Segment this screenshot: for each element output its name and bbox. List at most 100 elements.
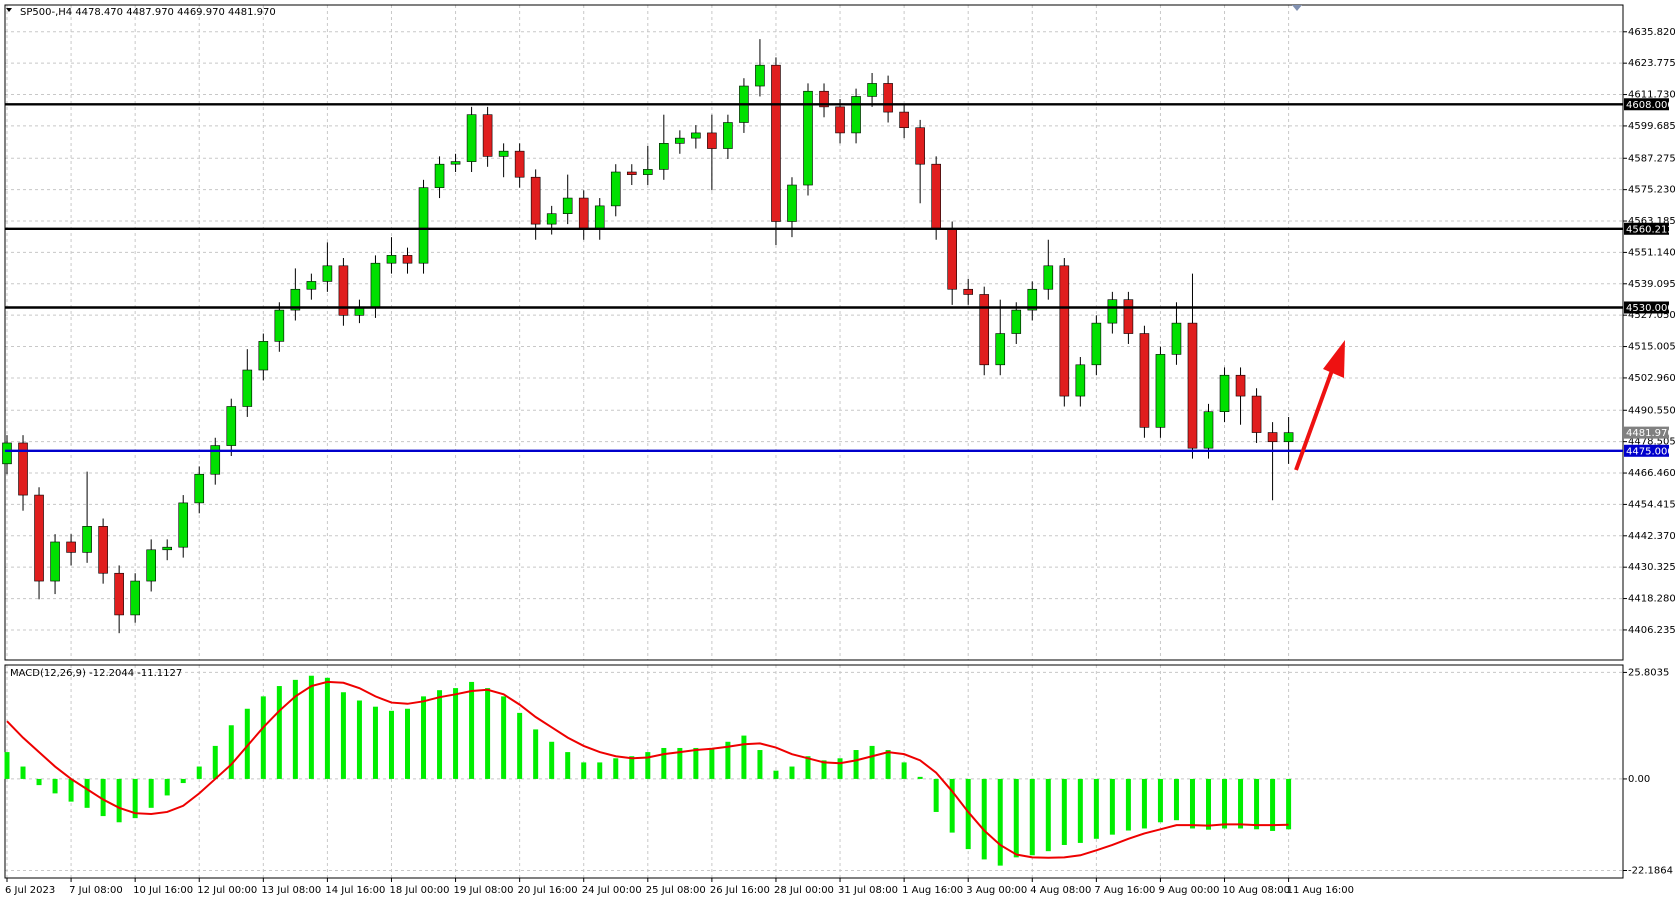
candle-body bbox=[915, 127, 925, 165]
candle-body bbox=[50, 541, 60, 582]
histogram-bar bbox=[1109, 778, 1115, 835]
candle-body bbox=[18, 442, 28, 496]
candle-body bbox=[274, 309, 285, 342]
candle-body bbox=[530, 176, 541, 225]
histogram-bar bbox=[244, 708, 250, 779]
histogram-bar bbox=[340, 692, 346, 779]
macd-title: MACD(12,26,9) -12.2044 -11.1127 bbox=[10, 668, 182, 679]
histogram-bar bbox=[116, 778, 122, 823]
x-tick-label: 28 Jul 00:00 bbox=[774, 885, 834, 896]
x-tick-label: 31 Jul 08:00 bbox=[838, 885, 898, 896]
y-tick-label: 4551.140 bbox=[1628, 247, 1675, 258]
histogram-bar bbox=[1222, 778, 1228, 829]
histogram-bar bbox=[821, 760, 827, 779]
y-tick-label: 4442.370 bbox=[1628, 531, 1675, 542]
histogram-bar bbox=[437, 690, 443, 779]
histogram-bar bbox=[1270, 778, 1276, 831]
y-tick-label: 4466.460 bbox=[1628, 468, 1675, 479]
candle-body bbox=[290, 288, 301, 311]
arrow-head bbox=[1323, 340, 1345, 378]
candle-body bbox=[130, 580, 140, 616]
x-tick-label: 20 Jul 16:00 bbox=[518, 885, 578, 896]
histogram-bar bbox=[885, 750, 891, 779]
level-tag bbox=[1624, 301, 1669, 314]
candle-body bbox=[306, 281, 317, 290]
candle-body bbox=[819, 90, 829, 108]
candle-body bbox=[418, 187, 429, 264]
histogram-bar bbox=[20, 766, 26, 779]
x-tick-label: 1 Aug 16:00 bbox=[902, 885, 963, 896]
signal-line bbox=[6, 680, 1289, 859]
histogram-bar bbox=[629, 756, 635, 779]
candle-body bbox=[386, 255, 397, 264]
y-tick-label: 4478.505 bbox=[1628, 437, 1675, 448]
candle-body bbox=[578, 197, 589, 230]
histogram-bar bbox=[1141, 778, 1147, 829]
candle-body bbox=[194, 473, 205, 504]
histogram-bar bbox=[917, 776, 923, 779]
histogram-bar bbox=[324, 677, 330, 779]
x-tick-label: 10 Jul 16:00 bbox=[133, 885, 193, 896]
histogram-bar bbox=[725, 741, 731, 779]
y-tick-label: 4527.050 bbox=[1628, 310, 1675, 321]
histogram-bar bbox=[292, 679, 298, 779]
histogram-bar bbox=[1029, 778, 1035, 856]
candle-body bbox=[931, 163, 941, 230]
level-label: 4475.000 bbox=[1626, 446, 1674, 457]
histogram-bar bbox=[597, 762, 603, 779]
menu-arrow bbox=[6, 8, 12, 12]
candle-body bbox=[1283, 432, 1294, 443]
histogram-bar bbox=[1093, 778, 1099, 839]
x-tick-label: 6 Jul 2023 bbox=[5, 885, 55, 896]
candle-body bbox=[450, 161, 461, 165]
y-tick-label: 4515.005 bbox=[1628, 342, 1675, 353]
candle-body bbox=[963, 288, 974, 295]
y-tick-label: 0.00 bbox=[1628, 774, 1650, 785]
histogram-bar bbox=[789, 766, 795, 779]
y-tick-label: 4490.550 bbox=[1628, 405, 1675, 416]
y-tick-label: 4587.275 bbox=[1628, 153, 1675, 164]
histogram-bar bbox=[1238, 778, 1244, 829]
candle-body bbox=[514, 150, 525, 178]
candle-body bbox=[114, 572, 124, 616]
histogram-bar bbox=[565, 752, 571, 779]
y-tick-label: 4454.415 bbox=[1628, 499, 1675, 510]
x-tick-label: 12 Jul 00:00 bbox=[197, 885, 257, 896]
chart-title: SP500-,H4 4478.470 4487.970 4469.970 448… bbox=[20, 7, 276, 18]
candle-body bbox=[723, 122, 733, 149]
histogram-bar bbox=[1286, 778, 1292, 830]
y-tick-label: 4575.230 bbox=[1628, 185, 1675, 196]
histogram-bar bbox=[276, 686, 282, 779]
candle-body bbox=[82, 526, 92, 553]
histogram-bar bbox=[581, 762, 587, 779]
candle-body bbox=[66, 541, 76, 553]
candle-body bbox=[1219, 374, 1230, 413]
histogram-bar bbox=[677, 747, 683, 779]
candle-body bbox=[178, 502, 189, 548]
x-tick-label: 24 Jul 00:00 bbox=[582, 885, 642, 896]
y-tick-label: 4563.185 bbox=[1628, 216, 1675, 227]
x-tick-label: 11 Aug 16:00 bbox=[1287, 885, 1354, 896]
candle-body bbox=[1203, 411, 1214, 449]
histogram-bar bbox=[308, 675, 314, 779]
histogram-bar bbox=[453, 688, 459, 779]
x-tick-label: 26 Jul 16:00 bbox=[710, 885, 770, 896]
grid-layer bbox=[5, 5, 1623, 878]
candle-body bbox=[34, 494, 44, 582]
histogram-bar bbox=[965, 778, 971, 850]
histogram-bar bbox=[933, 778, 939, 812]
histogram-bar bbox=[709, 747, 715, 779]
y-tick-label: 25.8035 bbox=[1628, 667, 1669, 678]
candle-body bbox=[1139, 333, 1150, 428]
level-label: 4608.000 bbox=[1626, 100, 1674, 111]
level-tag bbox=[1624, 444, 1669, 457]
histogram-bar bbox=[84, 778, 90, 808]
histogram-bar bbox=[1173, 778, 1179, 821]
candle-body bbox=[707, 132, 717, 149]
candle-body bbox=[498, 150, 509, 157]
candle-body bbox=[787, 184, 797, 222]
y-tick-label: 4502.960 bbox=[1628, 373, 1675, 384]
candle-body bbox=[979, 294, 990, 366]
